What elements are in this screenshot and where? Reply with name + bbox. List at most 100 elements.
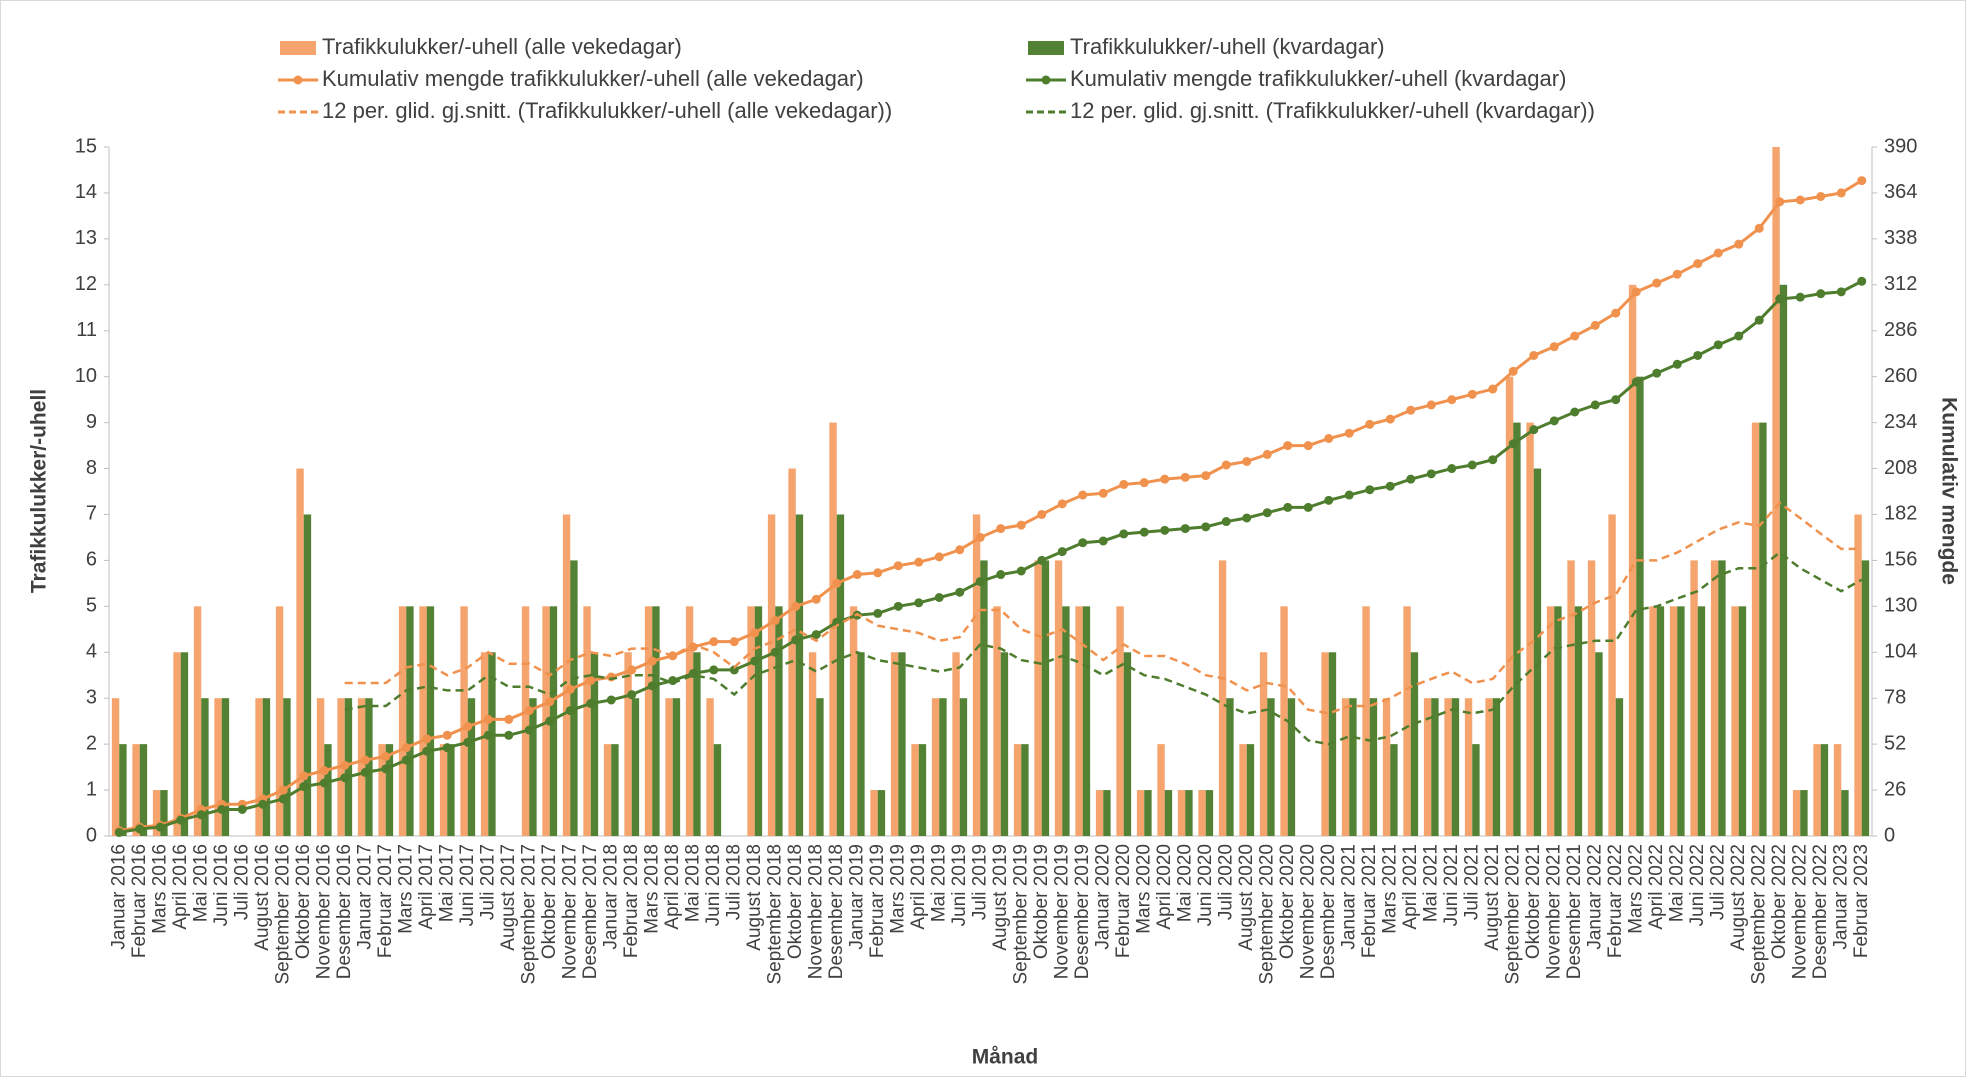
x-tick-label: Juni 2016 — [211, 844, 232, 926]
series-marker — [893, 601, 903, 611]
bar — [398, 606, 407, 836]
bar — [665, 698, 673, 836]
series-marker — [955, 545, 965, 555]
bar — [1464, 698, 1473, 836]
series-marker — [1242, 456, 1252, 466]
x-tick-label: September 2018 — [764, 844, 785, 985]
bar — [1779, 284, 1788, 836]
x-tick-label: Januar 2022 — [1584, 844, 1605, 950]
series-marker — [729, 637, 739, 647]
x-tick-label: Februar 2019 — [867, 844, 888, 958]
bar — [849, 606, 858, 836]
y2-tick-label: 52 — [1884, 732, 1906, 754]
series-marker — [1283, 441, 1293, 451]
y-axis-title: Trafikkulukker/-uhell — [28, 389, 51, 593]
x-tick-label: August 2022 — [1728, 844, 1749, 951]
x-tick-label: Januar 2018 — [600, 844, 621, 950]
series-marker — [1836, 188, 1846, 198]
bar — [1485, 698, 1493, 836]
x-tick-label: Oktober 2022 — [1769, 844, 1790, 959]
bar — [980, 560, 988, 836]
series-marker — [1611, 395, 1621, 405]
bar — [139, 744, 148, 836]
series-marker — [1283, 502, 1293, 512]
series-marker — [1078, 490, 1088, 500]
bar — [1772, 147, 1780, 836]
series-marker — [1857, 276, 1867, 286]
series-marker — [1652, 368, 1662, 378]
bar — [385, 744, 394, 836]
series-marker — [1734, 239, 1744, 249]
legend-marker — [293, 75, 303, 85]
series-marker — [791, 635, 801, 645]
series-marker — [1754, 315, 1764, 325]
x-tick-label: Mai 2020 — [1174, 844, 1195, 922]
bar — [611, 744, 619, 836]
x-tick-label: September 2022 — [1748, 844, 1769, 985]
series-marker — [1057, 547, 1067, 557]
series-marker — [955, 587, 965, 597]
series-marker — [914, 557, 924, 567]
legend-label: 12 per. glid. gj.snitt. (Trafikkulukker/… — [322, 98, 892, 123]
x-tick-label: Desember 2017 — [580, 844, 601, 979]
legend-label: 12 per. glid. gj.snitt. (Trafikkulukker/… — [1070, 98, 1595, 123]
series-marker — [278, 785, 288, 795]
series-marker — [1570, 407, 1580, 417]
series-marker — [1652, 278, 1662, 288]
bar — [447, 744, 455, 836]
bar — [1451, 698, 1460, 836]
series-marker — [1098, 488, 1108, 498]
y-tick-label: 13 — [75, 227, 97, 249]
bar — [1287, 698, 1296, 836]
bar — [857, 652, 865, 836]
bar — [1423, 698, 1432, 836]
bar — [152, 790, 161, 836]
x-tick-label: Oktober 2021 — [1523, 844, 1544, 959]
bar — [303, 514, 312, 836]
series-marker — [237, 805, 247, 814]
y2-tick-label: 338 — [1884, 227, 1917, 249]
y-tick-label: 8 — [86, 457, 97, 479]
bar — [1246, 744, 1255, 836]
series-marker — [1406, 474, 1416, 484]
x-tick-label: Mars 2020 — [1133, 844, 1154, 934]
series-marker — [1119, 529, 1129, 539]
x-tick-label: Februar 2023 — [1851, 844, 1872, 958]
bar — [283, 698, 291, 836]
series-marker — [1795, 292, 1805, 302]
series-marker — [422, 734, 432, 744]
bar — [1526, 422, 1534, 836]
bar — [1041, 560, 1050, 836]
series-marker — [1590, 320, 1600, 330]
bar — [1369, 698, 1378, 836]
bar — [1533, 468, 1542, 836]
x-tick-label: April 2021 — [1400, 844, 1421, 930]
x-tick-label: April 2018 — [662, 844, 683, 930]
series-marker — [1590, 400, 1600, 410]
series-marker — [1775, 197, 1785, 207]
series-marker — [360, 755, 370, 765]
series-marker — [463, 737, 473, 747]
bar — [1567, 560, 1575, 836]
bar — [1218, 560, 1227, 836]
series-marker — [914, 598, 924, 608]
bar — [1177, 790, 1186, 836]
series-marker — [975, 577, 985, 587]
series-marker — [1201, 471, 1211, 481]
x-tick-label: Januar 2020 — [1092, 844, 1113, 950]
bar — [693, 652, 701, 836]
x-tick-label: April 2019 — [908, 844, 929, 930]
series-marker — [996, 524, 1006, 534]
x-tick-label: Februar 2022 — [1605, 844, 1626, 958]
series-marker — [217, 805, 227, 814]
legend-label: Trafikkulukker/-uhell (alle vekedagar) — [322, 34, 682, 59]
series-marker — [709, 665, 719, 675]
series-marker — [1631, 287, 1641, 297]
bar — [1185, 790, 1193, 836]
x-tick-label: September 2020 — [1256, 844, 1277, 985]
series-marker — [1611, 308, 1621, 318]
series-marker — [1754, 223, 1764, 233]
bar — [1697, 606, 1706, 836]
bar — [173, 652, 181, 836]
bar — [296, 468, 304, 836]
